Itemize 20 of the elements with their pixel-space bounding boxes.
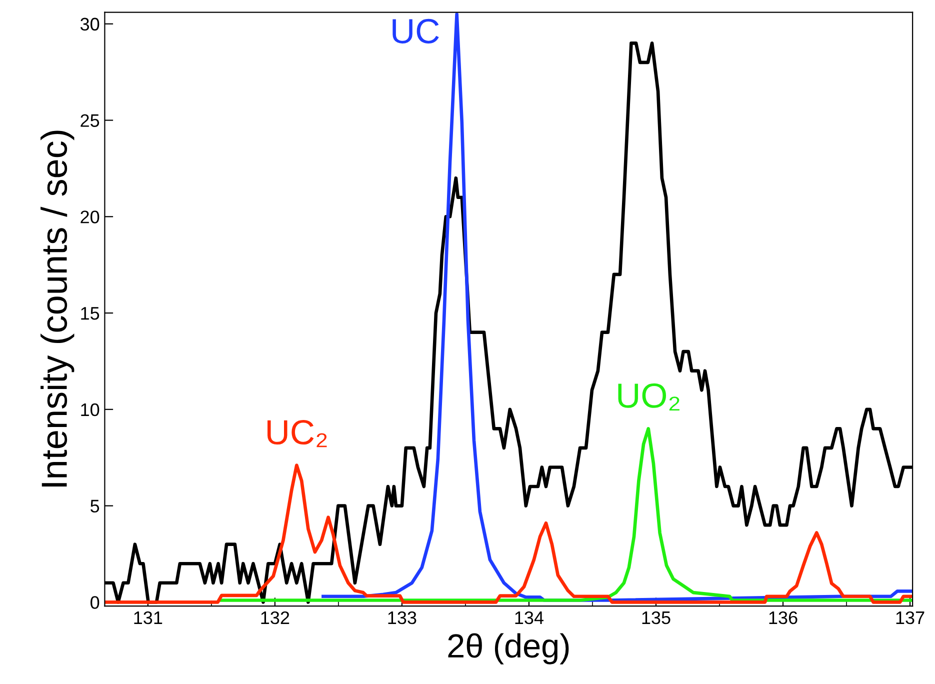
y-axis-title: Intensity (counts / sec) <box>40 130 74 486</box>
y-tick-label: 30 <box>80 18 100 31</box>
y-tick-label: 5 <box>90 500 100 513</box>
series-label: UC₂ <box>268 420 327 448</box>
y-tick-label: 0 <box>90 596 100 609</box>
y-tick-label: 20 <box>80 210 100 224</box>
series-label: UO₂ <box>618 383 680 411</box>
x-tick-label: 137 <box>896 611 924 624</box>
line-series <box>104 464 913 604</box>
x-tick-label: 135 <box>642 611 670 624</box>
y-tick-label: 15 <box>81 307 100 320</box>
x-axis-title: 2θ (deg) <box>448 633 569 664</box>
x-tick-label: 134 <box>515 611 544 624</box>
x-tick-label: 136 <box>769 611 798 624</box>
x-tick-label: 131 <box>134 611 162 624</box>
series-label: UC <box>392 18 439 44</box>
x-tick-label: 132 <box>261 611 290 624</box>
y-tick-label: 10 <box>81 403 100 416</box>
y-tick-label: 25 <box>80 114 100 127</box>
x-tick-label: 133 <box>388 611 416 624</box>
